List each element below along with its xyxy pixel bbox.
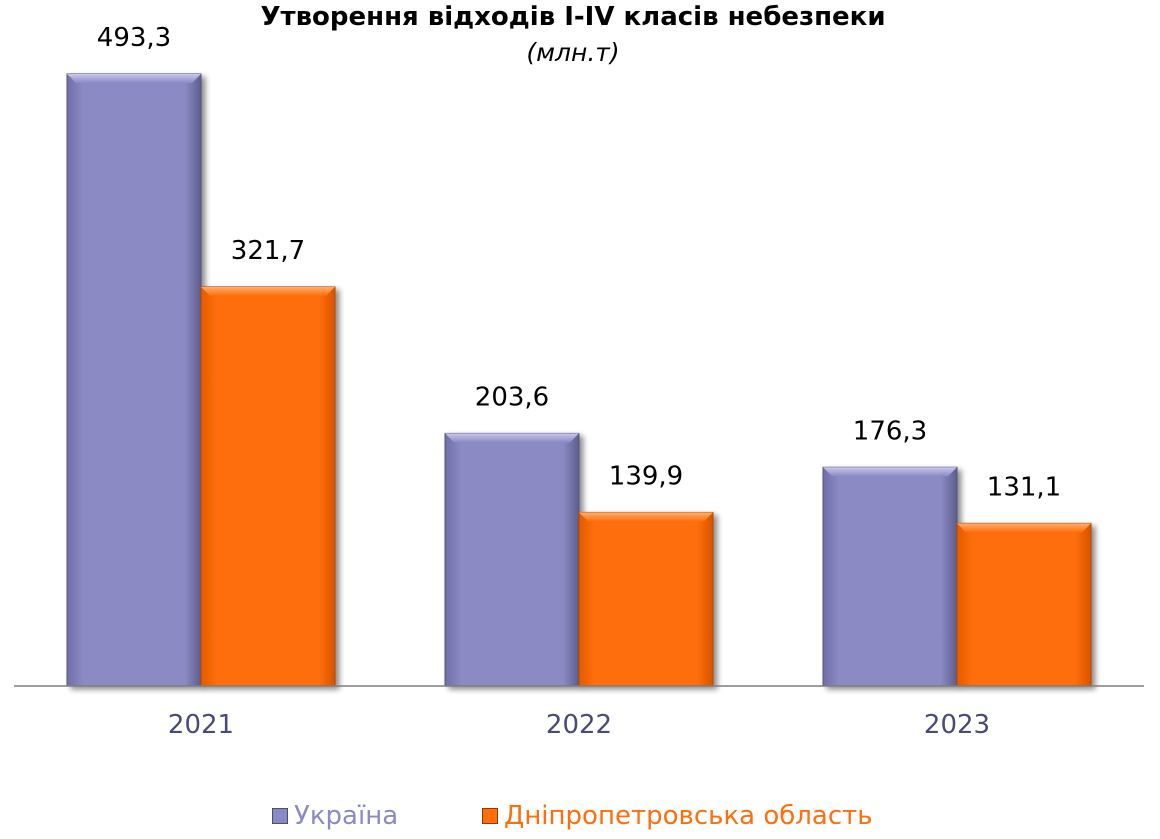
chart-subtitle: (млн.т) [526, 38, 620, 67]
legend-swatch-dnipropetrovsk [482, 808, 498, 824]
legend-swatch-ukraine [272, 808, 288, 824]
x-tick-label-2021: 2021 [168, 710, 234, 740]
bar-ukraine-2022 [444, 432, 580, 687]
value-label-ukraine-2023: 176,3 [853, 416, 927, 446]
value-label-ukraine-2022: 203,6 [475, 382, 549, 412]
bar-dnipropetrovsk-2023 [956, 522, 1092, 687]
legend-label-ukraine: Україна [294, 801, 399, 831]
x-tick-label-2023: 2023 [924, 710, 990, 740]
bars-layer [66, 73, 1092, 687]
bar-body-ukraine-2021 [66, 73, 202, 687]
bar-body-dnipropetrovsk-2023 [956, 522, 1092, 687]
bar-dnipropetrovsk-2021 [200, 286, 336, 687]
bar-body-ukraine-2022 [444, 432, 580, 687]
bar-cap-dnipropetrovsk-2023 [957, 523, 1091, 533]
bar-cap-ukraine-2023 [823, 467, 957, 477]
value-label-dnipropetrovsk-2021: 321,7 [231, 236, 305, 266]
bar-cap-ukraine-2021 [67, 73, 201, 83]
bar-chart: 493,3 321,7 2021 203,6 139,9 2022 176,3 131,1 20… [14, 23, 1144, 740]
bar-cap-dnipropetrovsk-2022 [579, 512, 713, 522]
bar-dnipropetrovsk-2022 [578, 511, 714, 687]
bar-cap-dnipropetrovsk-2021 [201, 286, 335, 296]
bar-body-dnipropetrovsk-2022 [578, 511, 714, 687]
bar-body-ukraine-2023 [822, 466, 958, 687]
chart-title: Утворення відходів I-IV класів небезпеки [260, 2, 886, 32]
bar-cap-ukraine-2022 [445, 433, 579, 443]
legend-item-dnipropetrovsk: Дніпропетровська область [482, 798, 873, 834]
bar-ukraine-2023 [822, 466, 958, 687]
value-label-dnipropetrovsk-2023: 131,1 [987, 472, 1061, 502]
legend-label-dnipropetrovsk: Дніпропетровська область [504, 801, 873, 831]
x-tick-label-2022: 2022 [546, 710, 612, 740]
labels-layer: 493,3 321,7 2021 203,6 139,9 2022 176,3 131,1 20… [97, 23, 1061, 740]
value-label-dnipropetrovsk-2022: 139,9 [609, 461, 683, 491]
legend: Україна Дніпропетровська область [0, 798, 1160, 834]
legend-item-ukraine: Україна [272, 798, 398, 834]
bar-body-dnipropetrovsk-2021 [200, 286, 336, 687]
value-label-ukraine-2021: 493,3 [97, 23, 171, 53]
bar-ukraine-2021 [66, 73, 202, 687]
